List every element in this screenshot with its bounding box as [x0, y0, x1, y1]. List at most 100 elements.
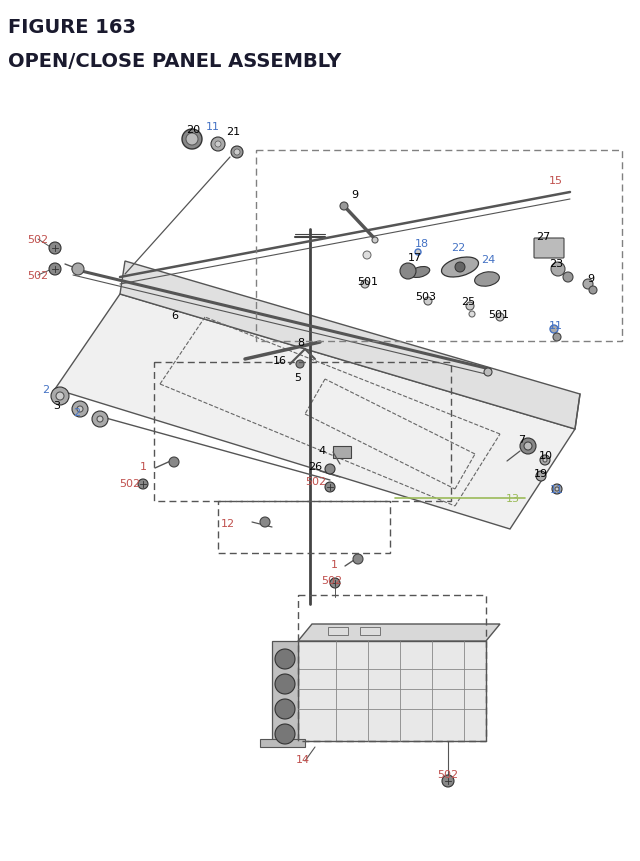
Circle shape [215, 142, 221, 148]
Text: 21: 21 [226, 127, 240, 137]
Circle shape [72, 263, 84, 276]
Text: 1: 1 [330, 560, 337, 569]
Bar [154, 362, 451, 501]
Circle shape [169, 457, 179, 468]
Circle shape [551, 263, 565, 276]
Text: 501: 501 [488, 310, 509, 319]
Circle shape [543, 458, 547, 462]
Text: 502: 502 [305, 476, 326, 486]
Circle shape [400, 263, 416, 280]
Circle shape [442, 775, 454, 787]
Text: 14: 14 [296, 754, 310, 764]
Circle shape [415, 250, 421, 256]
Text: 13: 13 [506, 493, 520, 504]
Text: 6: 6 [172, 311, 179, 320]
Circle shape [550, 325, 558, 333]
Text: 502: 502 [437, 769, 459, 779]
Text: 18: 18 [415, 238, 429, 249]
Text: 2: 2 [42, 385, 49, 394]
Bar [360, 628, 380, 635]
Circle shape [97, 417, 103, 423]
Text: 7: 7 [518, 435, 525, 444]
Text: 24: 24 [481, 255, 495, 264]
Text: 25: 25 [461, 297, 475, 307]
Circle shape [77, 406, 83, 412]
Text: 26: 26 [308, 461, 322, 472]
Circle shape [589, 287, 597, 294]
Text: 15: 15 [549, 176, 563, 186]
Text: 10: 10 [539, 450, 553, 461]
Bar [298, 595, 486, 741]
Bar [256, 151, 622, 342]
Text: 3: 3 [54, 400, 61, 411]
Text: 11: 11 [206, 122, 220, 132]
Circle shape [92, 412, 108, 428]
Circle shape [275, 649, 295, 669]
Circle shape [56, 393, 64, 400]
FancyBboxPatch shape [534, 238, 564, 258]
Ellipse shape [475, 272, 499, 287]
Text: 4: 4 [319, 445, 326, 455]
Circle shape [553, 333, 561, 342]
Bar [333, 447, 351, 458]
Text: 9: 9 [588, 274, 595, 283]
Circle shape [182, 130, 202, 150]
Polygon shape [55, 294, 575, 530]
Text: 503: 503 [415, 292, 436, 301]
Circle shape [275, 699, 295, 719]
Circle shape [186, 133, 198, 146]
Circle shape [275, 674, 295, 694]
Circle shape [372, 238, 378, 244]
Circle shape [583, 280, 593, 289]
Text: 8: 8 [298, 338, 305, 348]
Text: OPEN/CLOSE PANEL ASSEMBLY: OPEN/CLOSE PANEL ASSEMBLY [8, 52, 341, 71]
Text: 502: 502 [28, 270, 49, 281]
Polygon shape [260, 739, 305, 747]
Circle shape [555, 487, 559, 492]
Text: FIGURE 163: FIGURE 163 [8, 18, 136, 37]
Text: 1: 1 [140, 461, 147, 472]
Circle shape [325, 464, 335, 474]
Circle shape [552, 485, 562, 494]
Circle shape [275, 724, 295, 744]
Bar [218, 501, 390, 554]
Circle shape [424, 298, 432, 306]
Circle shape [536, 472, 546, 481]
Text: 2: 2 [74, 407, 81, 418]
Circle shape [353, 554, 363, 564]
Circle shape [330, 579, 340, 588]
Text: 5: 5 [294, 373, 301, 382]
Polygon shape [298, 624, 500, 641]
Text: 19: 19 [534, 468, 548, 479]
Circle shape [49, 263, 61, 276]
Text: 501: 501 [358, 276, 378, 287]
Circle shape [540, 455, 550, 466]
Text: 11: 11 [549, 320, 563, 331]
Circle shape [520, 438, 536, 455]
Circle shape [231, 147, 243, 158]
Text: 502: 502 [120, 479, 141, 488]
Text: 502: 502 [321, 575, 342, 585]
Circle shape [524, 443, 532, 450]
Polygon shape [298, 641, 486, 741]
Circle shape [49, 243, 61, 255]
Text: 17: 17 [408, 253, 422, 263]
Text: 502: 502 [28, 235, 49, 245]
Text: 16: 16 [273, 356, 287, 366]
Circle shape [138, 480, 148, 489]
Circle shape [455, 263, 465, 273]
Circle shape [363, 251, 371, 260]
Circle shape [234, 150, 240, 156]
Ellipse shape [410, 267, 429, 278]
Circle shape [496, 313, 504, 322]
Polygon shape [120, 262, 580, 430]
Circle shape [340, 202, 348, 211]
Circle shape [51, 387, 69, 406]
Circle shape [260, 517, 270, 528]
Ellipse shape [442, 257, 479, 277]
Circle shape [466, 303, 474, 311]
Text: 11: 11 [550, 485, 564, 494]
Text: 27: 27 [536, 232, 550, 242]
Circle shape [361, 281, 369, 288]
Circle shape [563, 273, 573, 282]
